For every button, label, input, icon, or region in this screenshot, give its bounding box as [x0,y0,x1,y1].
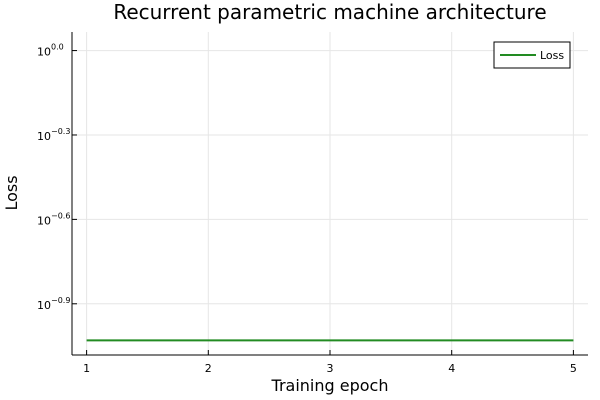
y-tick-label: 10−0.3 [37,127,70,143]
y-axis-label: Loss [2,175,21,210]
y-ticks: 100.0 10−0.3 10−0.6 10−0.9 [37,43,77,312]
chart-title: Recurrent parametric machine architectur… [113,0,546,24]
x-tick-label: 5 [570,362,577,375]
x-tick-label: 3 [327,362,334,375]
legend-label-loss: Loss [540,49,564,62]
legend: Loss [493,41,571,69]
y-tick-label: 10−0.6 [37,211,70,227]
x-tick-label: 2 [205,362,212,375]
x-tick-label: 4 [448,362,455,375]
x-ticks: 1 2 3 4 5 [83,350,577,375]
y-tick-label: 10−0.9 [37,296,70,312]
x-tick-label: 1 [83,362,90,375]
grid-lines [72,32,588,355]
y-tick-label: 100.0 [37,43,64,59]
x-axis-label: Training epoch [271,376,389,395]
